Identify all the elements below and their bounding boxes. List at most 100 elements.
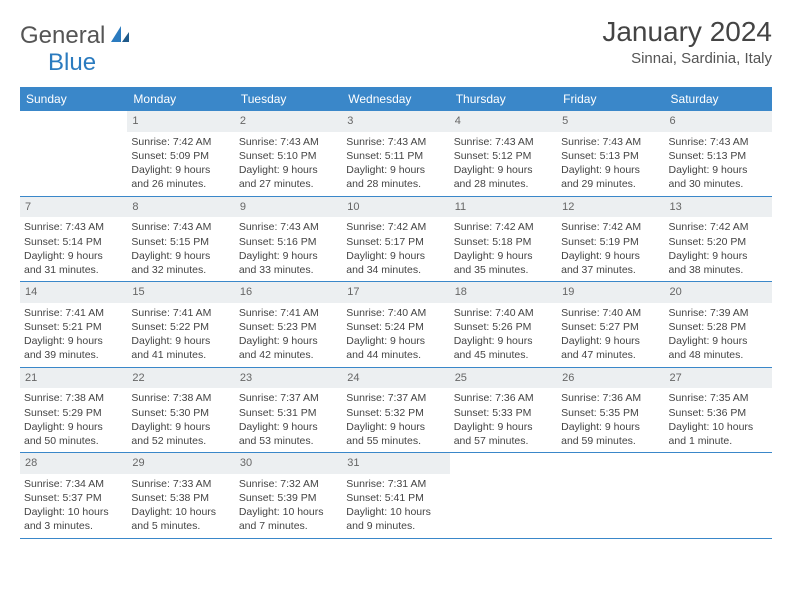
day-detail-line: Daylight: 9 hours [454, 163, 553, 177]
day-detail-line: Sunset: 5:32 PM [346, 406, 445, 420]
day-detail-line: Sunrise: 7:34 AM [24, 477, 123, 491]
day-detail-line: Sunrise: 7:37 AM [346, 391, 445, 405]
day-detail-line: Sunrise: 7:37 AM [239, 391, 338, 405]
day-detail-line: Sunrise: 7:38 AM [131, 391, 230, 405]
day-detail-line: Sunset: 5:15 PM [131, 235, 230, 249]
day-detail-line: Daylight: 9 hours [131, 163, 230, 177]
day-cell: 11 Sunrise: 7:42 AMSunset: 5:18 PMDayligh… [450, 197, 557, 282]
day-detail-line: and 5 minutes. [131, 519, 230, 533]
day-detail-line: Daylight: 9 hours [561, 420, 660, 434]
day-cell: 7Sunrise: 7:43 AMSunset: 5:14 PMDaylight… [20, 197, 127, 282]
day-detail-line: and 44 minutes. [346, 348, 445, 362]
week-row: 21Sunrise: 7:38 AMSunset: 5:29 PMDayligh… [20, 368, 772, 454]
day-detail-line: and 35 minutes. [454, 263, 553, 277]
day-detail-line: and 39 minutes. [24, 348, 123, 362]
day-detail-line: and 9 minutes. [346, 519, 445, 533]
day-detail-line: Sunset: 5:30 PM [131, 406, 230, 420]
day-detail-line: Sunrise: 7:32 AM [239, 477, 338, 491]
day-detail-line: Sunset: 5:10 PM [239, 149, 338, 163]
day-detail-line: Sunrise: 7:43 AM [239, 135, 338, 149]
day-cell: 20Sunrise: 7:39 AMSunset: 5:28 PMDayligh… [665, 282, 772, 367]
day-detail-line: Sunrise: 7:36 AM [561, 391, 660, 405]
day-number: 15 [127, 282, 234, 303]
day-detail-line: and 53 minutes. [239, 434, 338, 448]
day-detail-line: Sunset: 5:26 PM [454, 320, 553, 334]
logo-text-blue: Blue [48, 49, 96, 77]
day-detail-line: Sunset: 5:24 PM [346, 320, 445, 334]
day-detail-line: Daylight: 9 hours [239, 163, 338, 177]
day-cell: 26 Sunrise: 7:36 AMSunset: 5:35 PMDayligh… [557, 368, 664, 453]
day-cell: 27Sunrise: 7:35 AMSunset: 5:36 PMDayligh… [665, 368, 772, 453]
day-header-cell: Tuesday [235, 87, 342, 111]
day-cell: 30Sunrise: 7:32 AMSunset: 5:39 PMDayligh… [235, 453, 342, 538]
logo-text-general: General [20, 22, 105, 50]
day-detail-line: and 38 minutes. [669, 263, 768, 277]
day-detail-line: Sunrise: 7:31 AM [346, 477, 445, 491]
day-cell: 1Sunrise: 7:42 AMSunset: 5:09 PMDaylight… [127, 111, 234, 196]
day-detail-line: Daylight: 9 hours [454, 334, 553, 348]
day-detail-line: Daylight: 10 hours [131, 505, 230, 519]
day-number: 11 [450, 197, 557, 218]
day-detail-line: Daylight: 9 hours [131, 249, 230, 263]
day-cell: 13Sunrise: 7:42 AMSunset: 5:20 PMDayligh… [665, 197, 772, 282]
day-cell: 6Sunrise: 7:43 AMSunset: 5:13 PMDaylight… [665, 111, 772, 196]
day-detail-line: and 45 minutes. [454, 348, 553, 362]
day-number: 8 [127, 197, 234, 218]
day-cell: 2Sunrise: 7:43 AMSunset: 5:10 PMDaylight… [235, 111, 342, 196]
day-detail-line: Sunrise: 7:42 AM [131, 135, 230, 149]
day-detail-line: Daylight: 9 hours [454, 249, 553, 263]
day-detail-line: Sunrise: 7:42 AM [454, 220, 553, 234]
day-detail-line: Daylight: 10 hours [239, 505, 338, 519]
day-detail-line: Sunset: 5:38 PM [131, 491, 230, 505]
day-cell: 24Sunrise: 7:37 AMSunset: 5:32 PMDayligh… [342, 368, 449, 453]
day-number: 3 [342, 111, 449, 132]
day-detail-line: Daylight: 9 hours [24, 420, 123, 434]
day-cell: 25Sunrise: 7:36 AMSunset: 5:33 PMDayligh… [450, 368, 557, 453]
day-number: 22 [127, 368, 234, 389]
day-detail-line: Daylight: 10 hours [669, 420, 768, 434]
day-detail-line: Sunset: 5:12 PM [454, 149, 553, 163]
day-detail-line: Daylight: 10 hours [24, 505, 123, 519]
day-detail-line: and 52 minutes. [131, 434, 230, 448]
day-detail-line: Sunset: 5:35 PM [561, 406, 660, 420]
day-number: 18 [450, 282, 557, 303]
day-detail-line: Sunrise: 7:33 AM [131, 477, 230, 491]
day-cell: 21Sunrise: 7:38 AMSunset: 5:29 PMDayligh… [20, 368, 127, 453]
day-detail-line: and 7 minutes. [239, 519, 338, 533]
day-detail-line: Sunrise: 7:40 AM [346, 306, 445, 320]
day-header-cell: Sunday [20, 87, 127, 111]
day-detail-line: Sunset: 5:20 PM [669, 235, 768, 249]
day-number: 26 [557, 368, 664, 389]
day-detail-line: Sunset: 5:18 PM [454, 235, 553, 249]
day-cell: 15Sunrise: 7:41 AMSunset: 5:22 PMDayligh… [127, 282, 234, 367]
day-detail-line: and 48 minutes. [669, 348, 768, 362]
day-detail-line: Sunrise: 7:39 AM [669, 306, 768, 320]
day-cell: 8Sunrise: 7:43 AMSunset: 5:15 PMDaylight… [127, 197, 234, 282]
day-detail-line: Daylight: 9 hours [346, 249, 445, 263]
day-cell: 5Sunrise: 7:43 AMSunset: 5:13 PMDaylight… [557, 111, 664, 196]
day-detail-line: Sunset: 5:19 PM [561, 235, 660, 249]
day-number: 21 [20, 368, 127, 389]
day-detail-line: Daylight: 9 hours [669, 249, 768, 263]
day-detail-line: and 31 minutes. [24, 263, 123, 277]
day-detail-line: and 34 minutes. [346, 263, 445, 277]
day-cell [557, 453, 664, 538]
day-detail-line: Daylight: 10 hours [346, 505, 445, 519]
day-number: 10 [342, 197, 449, 218]
day-detail-line: Daylight: 9 hours [131, 420, 230, 434]
day-detail-line: and 59 minutes. [561, 434, 660, 448]
day-detail-line: Sunrise: 7:43 AM [346, 135, 445, 149]
day-cell: 19Sunrise: 7:40 AMSunset: 5:27 PMDayligh… [557, 282, 664, 367]
location-label: Sinnai, Sardinia, Italy [602, 50, 772, 67]
day-number: 25 [450, 368, 557, 389]
day-detail-line: Sunrise: 7:43 AM [454, 135, 553, 149]
day-cell: 29 Sunrise: 7:33 AMSunset: 5:38 PMDayligh… [127, 453, 234, 538]
day-detail-line: Sunrise: 7:42 AM [669, 220, 768, 234]
day-number: 20 [665, 282, 772, 303]
day-number: 29 [127, 453, 234, 474]
day-detail-line: and 37 minutes. [561, 263, 660, 277]
day-header-cell: Monday [127, 87, 234, 111]
day-detail-line: Daylight: 9 hours [346, 334, 445, 348]
day-number: 30 [235, 453, 342, 474]
day-detail-line: Daylight: 9 hours [454, 420, 553, 434]
